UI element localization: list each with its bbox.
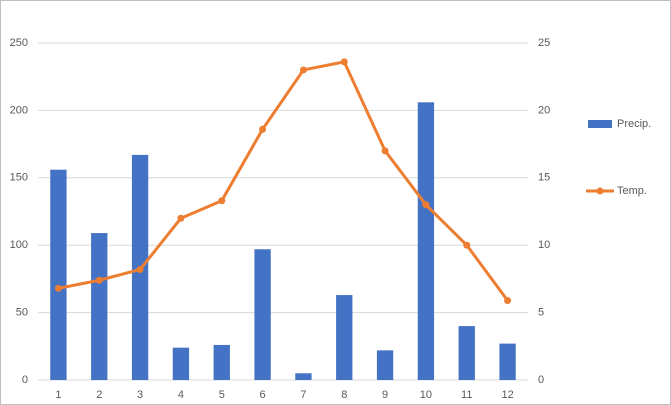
bar [376, 350, 394, 380]
x-tick-label: 9 [382, 389, 388, 401]
line-marker [340, 58, 348, 66]
x-tick-label: 5 [219, 389, 225, 401]
line-marker [381, 147, 389, 155]
y-tick-label: 200 [10, 104, 28, 116]
bar [172, 347, 190, 380]
line-marker [299, 66, 307, 74]
x-tick-label: 7 [300, 389, 306, 401]
x-tick-label: 10 [420, 389, 432, 401]
bar [295, 373, 312, 380]
bar [417, 102, 435, 380]
bar [336, 295, 353, 380]
line-marker [54, 284, 62, 292]
line [58, 60, 509, 302]
y2-tick-label: 15 [538, 172, 550, 184]
line-marker [463, 241, 471, 249]
y2-tick-label: 10 [538, 239, 550, 251]
line-marker [504, 296, 512, 304]
x-tick-label: 11 [461, 389, 472, 401]
bar [50, 169, 67, 380]
legend-label: Precip. [617, 118, 651, 130]
y2-tick-label: 25 [538, 37, 550, 49]
legend-swatch [588, 120, 612, 128]
x-tick-label: 6 [260, 389, 266, 401]
y-tick-label: 100 [10, 239, 28, 251]
x-tick-label: 1 [55, 389, 61, 401]
y2-tick-label: 5 [538, 307, 544, 319]
x-tick-label: 3 [137, 389, 143, 401]
bar [91, 233, 108, 380]
y-tick-label: 0 [22, 374, 28, 386]
line-marker [218, 197, 226, 205]
y-tick-label: 50 [16, 307, 28, 319]
bar [499, 343, 516, 380]
legend-swatch [596, 187, 604, 195]
line-marker [422, 201, 430, 209]
line-marker [259, 125, 267, 133]
x-tick-label: 12 [501, 389, 513, 401]
y-tick-label: 150 [10, 172, 28, 184]
y-tick-label: 250 [10, 37, 28, 49]
line-marker [177, 214, 185, 222]
x-tick-label: 2 [96, 389, 102, 401]
y2-tick-label: 20 [538, 104, 550, 116]
x-tick-label: 4 [178, 389, 184, 401]
x-tick-label: 8 [341, 389, 347, 401]
y2-tick-label: 0 [538, 374, 544, 386]
bar [254, 249, 271, 380]
bar [458, 326, 475, 380]
bar [213, 344, 230, 380]
line-marker [136, 265, 144, 273]
line-marker [95, 276, 103, 284]
legend-label: Temp. [617, 185, 647, 197]
